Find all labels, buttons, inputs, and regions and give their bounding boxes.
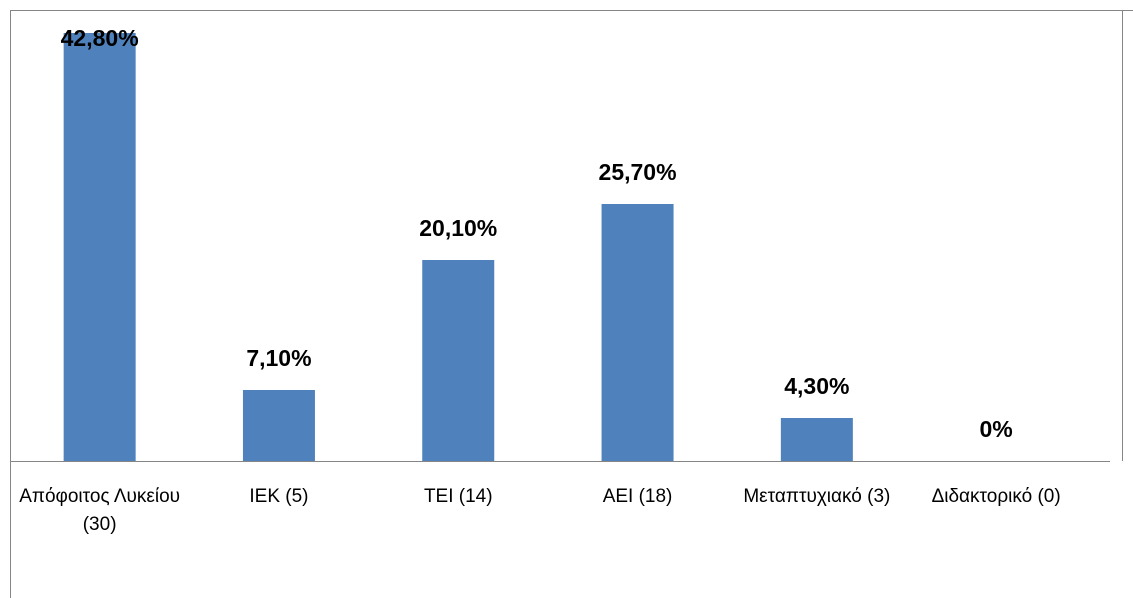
data-label: 7,10% — [246, 345, 311, 371]
bar — [601, 204, 674, 461]
x-tick-label: ΑΕΙ (18) — [602, 486, 673, 507]
data-label: 42,80% — [61, 25, 139, 51]
bar — [242, 390, 315, 461]
bar — [63, 33, 136, 461]
data-label: 4,30% — [784, 373, 849, 399]
x-tick-label: Διδακτορικό (0) — [931, 486, 1061, 507]
data-label: 25,70% — [599, 159, 677, 185]
data-label: 20,10% — [419, 215, 497, 241]
x-tick-label: ΤΕΙ (14) — [423, 486, 493, 507]
x-tick-label: Απόφοιτος Λυκείου (30) — [19, 486, 181, 535]
x-tick-label: Μεταπτυχιακό (3) — [743, 486, 891, 507]
bar — [422, 260, 495, 461]
data-label: 0% — [980, 416, 1013, 442]
bar — [780, 418, 853, 461]
x-tick-label: ΙΕΚ (5) — [249, 486, 309, 507]
